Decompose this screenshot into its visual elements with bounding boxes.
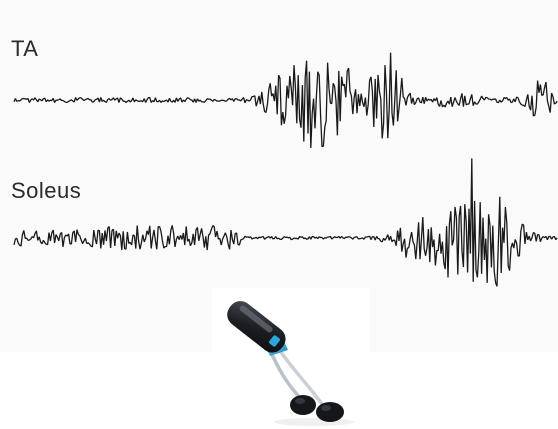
ta-trace-label: TA xyxy=(11,36,39,61)
soleus-trace-label: Soleus xyxy=(11,178,82,203)
sensor-body xyxy=(227,301,286,353)
electrode-pad-left xyxy=(290,395,316,415)
soleus-emg-trace xyxy=(13,158,558,287)
emg-sensor-with-electrodes-icon xyxy=(227,301,354,426)
emg-sensor-photo xyxy=(212,288,370,429)
electrode-cable-right xyxy=(276,347,324,406)
emg-traces xyxy=(13,52,558,287)
ta-emg-trace xyxy=(13,52,558,149)
